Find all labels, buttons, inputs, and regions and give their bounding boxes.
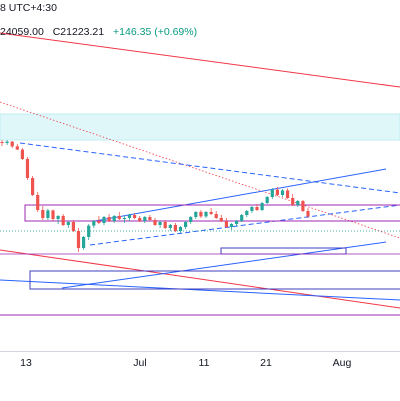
symbol-header: 8 UTC+4:30	[0, 2, 57, 14]
candle-body	[46, 210, 50, 218]
red-trendline-upper	[0, 32, 400, 88]
candle-body	[15, 146, 19, 150]
candle-body	[127, 215, 132, 218]
candle-body	[122, 218, 126, 219]
candle-body	[291, 198, 295, 205]
candle-body	[306, 211, 310, 217]
candle-body	[229, 224, 234, 227]
purple-box-upper	[24, 204, 400, 222]
candle-body	[163, 222, 167, 228]
candle-body	[76, 231, 81, 248]
blue-channel-lower	[61, 241, 387, 289]
candle-body	[0, 142, 4, 143]
chart-background	[0, 0, 400, 351]
candle-body	[31, 178, 35, 195]
candle-body	[245, 211, 249, 215]
candle-body	[250, 207, 254, 211]
time-axis[interactable]	[0, 351, 400, 401]
candle-body	[199, 212, 203, 217]
candle-body	[173, 225, 177, 231]
candle-body	[148, 217, 152, 220]
red-dotted-trendline	[0, 101, 400, 239]
candle-body	[168, 225, 172, 228]
change-value: +146.35 (+0.69%)	[113, 26, 198, 38]
candle-body	[102, 217, 106, 223]
candle-body	[189, 217, 193, 222]
candle-body	[10, 141, 14, 147]
candle-body	[138, 218, 142, 221]
candle-body	[97, 221, 101, 223]
cyan-zone	[0, 113, 400, 141]
candle-body	[71, 222, 75, 231]
close-value: C21223.21	[52, 26, 105, 38]
candle-body	[20, 149, 24, 159]
candle-body	[235, 221, 239, 224]
x-tick-label: Aug	[332, 357, 352, 369]
candlestick-series	[0, 140, 310, 252]
blue-descending-trendline	[0, 279, 400, 301]
candle-body	[214, 214, 218, 218]
candle-body	[301, 201, 305, 211]
candle-body	[112, 216, 116, 221]
x-tick-label: 13	[20, 357, 32, 369]
candle-body	[286, 190, 290, 198]
candle-body	[107, 217, 111, 221]
candle-body	[25, 159, 30, 178]
ohlc-prefix: 24059.00	[0, 26, 44, 38]
candle-body	[255, 207, 259, 210]
candle-body	[133, 215, 137, 218]
price-chart[interactable]	[0, 0, 400, 351]
candle-body	[66, 222, 70, 225]
candle-body	[280, 190, 285, 195]
candle-body	[82, 237, 86, 248]
candle-body	[153, 220, 157, 225]
x-tick-label: 21	[260, 357, 272, 369]
candle-body	[143, 217, 147, 221]
candle-body	[41, 210, 45, 218]
candle-body	[87, 225, 91, 237]
candle-body	[92, 221, 96, 226]
x-tick-label: 11	[198, 357, 210, 369]
ohlc-header: 24059.00 C21223.21 +146.35 (+0.69%)	[0, 26, 197, 38]
candle-body	[184, 222, 188, 227]
candle-body	[270, 189, 274, 197]
candle-body	[219, 218, 223, 221]
candle-body	[204, 212, 208, 217]
interval-timezone: 8 UTC+4:30	[0, 2, 57, 14]
purple-box-lower	[29, 270, 400, 290]
candle-body	[265, 197, 269, 203]
red-trendline-lower	[0, 249, 400, 309]
candle-body	[178, 227, 183, 231]
candle-body	[51, 210, 55, 219]
blue-rising-dashed-trendline	[89, 204, 400, 246]
candle-body	[117, 216, 121, 219]
candle-body	[56, 216, 60, 219]
candle-body	[61, 216, 65, 225]
candle-body	[209, 212, 213, 214]
candle-body	[296, 201, 300, 205]
blue-channel-upper	[94, 168, 387, 222]
candle-body	[275, 189, 279, 195]
candle-body	[240, 215, 244, 221]
candle-body	[224, 221, 228, 227]
candle-body	[5, 141, 9, 143]
candle-body	[36, 195, 40, 210]
x-tick-label: Jul	[133, 357, 147, 369]
candle-body	[194, 212, 198, 217]
candle-body	[158, 222, 162, 225]
candle-body	[260, 203, 264, 210]
